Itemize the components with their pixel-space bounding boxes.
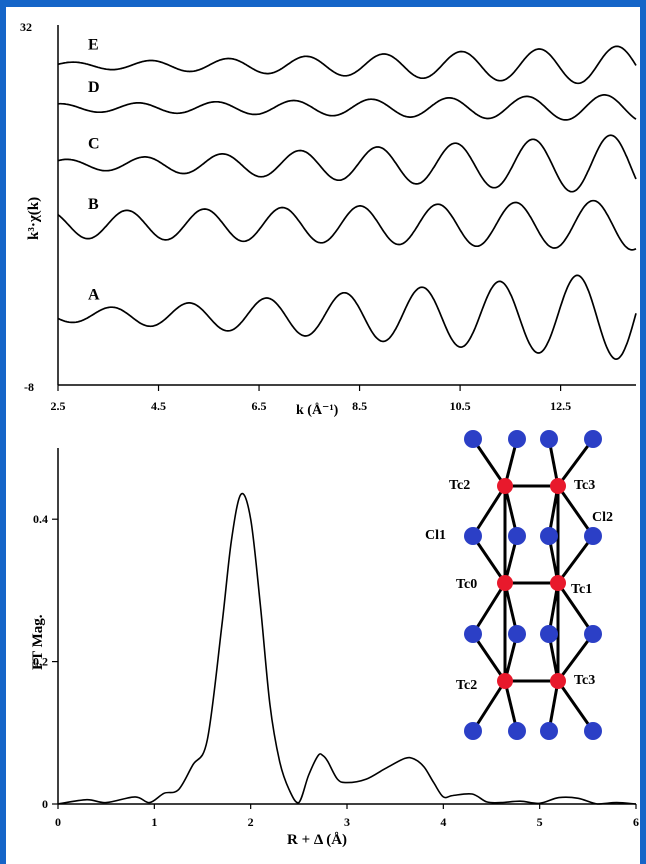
bottom-y-ticks: 0 0.2 0.4	[33, 512, 58, 811]
cl-atom	[464, 430, 482, 448]
top-x-ticks: 2.5 4.5 6.5 8.5 10.5 12.5	[51, 385, 571, 413]
cl-atom	[584, 625, 602, 643]
top-x-axis-label: k (Å⁻¹)	[296, 402, 339, 418]
atom-label-tc0: Tc0	[456, 577, 477, 592]
bottom-x-tick-label: 2	[248, 815, 254, 829]
top-y-tick-min: -8	[24, 380, 34, 394]
bond-line	[471, 582, 507, 635]
top-x-tick-label: 12.5	[550, 399, 571, 413]
bottom-x-tick-label: 6	[633, 815, 639, 829]
bottom-x-axis-label: R + Δ (Å)	[287, 832, 347, 848]
cl-atom	[584, 527, 602, 545]
tc-atom	[550, 478, 566, 494]
series-line-e	[57, 45, 637, 85]
bond-line	[471, 633, 507, 682]
atom-label-tc2-top: Tc2	[449, 478, 470, 493]
bond-line	[471, 438, 507, 487]
series-line-c	[57, 134, 637, 193]
atom-markers	[464, 430, 602, 740]
bond-line	[556, 680, 595, 732]
bond-line	[471, 680, 507, 732]
bond-line	[556, 582, 595, 635]
bottom-x-tick-label: 4	[440, 815, 446, 829]
series-line-b	[57, 199, 637, 251]
bond-line	[556, 535, 595, 584]
series-label-d: D	[88, 79, 100, 96]
bottom-y-tick-label: 0	[42, 797, 48, 811]
series-line-a	[57, 274, 637, 360]
top-series-group: E D C B A	[57, 37, 637, 360]
ft-series-line	[57, 492, 637, 805]
tc-atom	[550, 673, 566, 689]
cl-atom	[584, 430, 602, 448]
top-x-tick-label: 8.5	[352, 399, 367, 413]
cl-atom	[464, 527, 482, 545]
bottom-x-tick-label: 3	[344, 815, 350, 829]
cl-atom	[508, 527, 526, 545]
exafs-chart: 32 -8 k³·χ(k) 2.5 4.5 6.5 8.5 10.5 12.5 k (Å⁻…	[20, 20, 637, 418]
bond-line	[556, 485, 595, 537]
tc-atom	[497, 673, 513, 689]
bottom-x-ticks: 0 1 2 3 4 5 6	[55, 804, 639, 829]
atom-label-tc3-bottom: Tc3	[574, 673, 595, 688]
top-y-tick-max: 32	[20, 20, 32, 34]
bottom-y-tick-label: 0.2	[33, 655, 48, 669]
top-x-tick-label: 2.5	[51, 399, 66, 413]
top-x-tick-label: 10.5	[450, 399, 471, 413]
cl-atom	[508, 722, 526, 740]
top-x-tick-label: 4.5	[151, 399, 166, 413]
bottom-x-tick-label: 5	[537, 815, 543, 829]
cl-atom	[584, 722, 602, 740]
bottom-y-axis-label: FT Mag.	[30, 614, 46, 670]
bond-line	[556, 633, 595, 682]
atom-label-cl1: Cl1	[425, 528, 446, 543]
atom-label-tc3-top: Tc3	[574, 478, 595, 493]
cl-atom	[540, 430, 558, 448]
cl-atom	[508, 430, 526, 448]
series-label-a: A	[88, 287, 100, 304]
cl-atom	[540, 625, 558, 643]
ft-chart: 0 0.2 0.4 0 1 2 3 4 5 6 FT Mag. R + Δ (Å)	[30, 448, 639, 848]
bottom-y-tick-label: 0.4	[33, 512, 48, 526]
tc-atom	[497, 575, 513, 591]
cl-atom	[464, 625, 482, 643]
bottom-x-tick-label: 0	[55, 815, 61, 829]
cl-atom	[540, 722, 558, 740]
top-x-tick-label: 6.5	[252, 399, 267, 413]
series-label-e: E	[88, 37, 99, 54]
cl-atom	[508, 625, 526, 643]
bond-line	[556, 438, 595, 487]
cl-atom	[464, 722, 482, 740]
series-label-c: C	[88, 136, 100, 153]
bond-line	[471, 535, 507, 584]
tc-atom	[550, 575, 566, 591]
series-label-b: B	[88, 196, 99, 213]
cl-atom	[540, 527, 558, 545]
bond-line	[471, 485, 507, 537]
atom-label-tc1: Tc1	[571, 582, 592, 597]
series-line-d	[58, 94, 637, 121]
tc-atom	[497, 478, 513, 494]
atom-label-cl2: Cl2	[592, 510, 613, 525]
tc-cl-structure-diagram: Tc2 Tc3 Cl1 Cl2 Tc0 Tc1 Tc2 Tc3	[425, 430, 613, 740]
top-y-axis-label: k³·χ(k)	[26, 197, 42, 240]
atom-label-tc2-bottom: Tc2	[456, 678, 477, 693]
bottom-x-tick-label: 1	[151, 815, 157, 829]
